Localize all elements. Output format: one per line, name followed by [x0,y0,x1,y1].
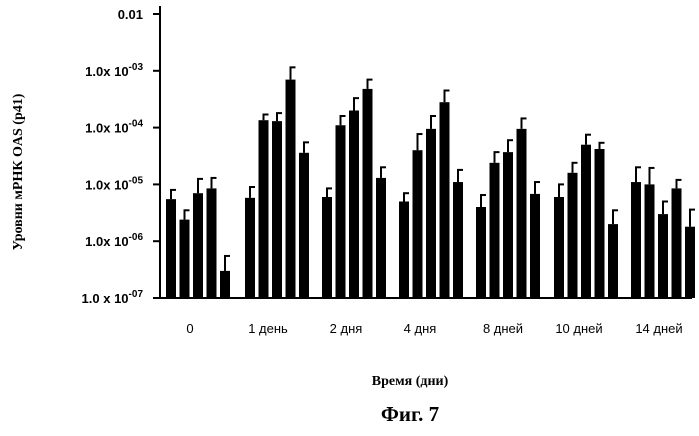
bar [581,144,591,298]
bar [193,193,203,298]
bar [489,162,500,298]
bar [179,219,190,298]
bar [426,128,436,298]
x-axis-label: Время (дни) [371,374,449,389]
bar [322,197,332,298]
bars [166,66,695,299]
bar [644,184,655,298]
bar [245,197,255,298]
category-label: 4 дня [404,321,437,336]
category-label: 14 дней [635,321,682,336]
y-tick-label: 1.0x 10-03 [85,62,143,79]
bar [166,199,176,298]
bar [258,120,269,298]
bar [530,193,540,298]
bar [335,125,346,298]
bar [685,226,695,298]
bar [608,224,618,298]
y-axis-label: Уровни мРНК OAS (p41) [11,93,26,250]
y-tick-label: 1.0x 10-06 [85,232,143,249]
bar [594,148,605,298]
y-tick-label: 0.01 [118,7,143,22]
y-tick-label: 1.0x 10-05 [85,175,143,192]
bar [503,152,513,298]
y-tick-label: 1.0 x 10-07 [82,289,144,306]
bar [567,172,578,298]
bar [399,201,409,298]
bar [476,207,486,298]
y-tick-label: 1.0x 10-04 [85,119,143,136]
bar [349,110,359,298]
bar [220,270,230,298]
bar [453,182,463,298]
category-labels: 0 1 день 2 дня 4 дня 8 дней 10 дней 14 дней [186,321,682,336]
bar [631,182,641,298]
bar [439,102,450,299]
bar [285,79,296,298]
bar [658,214,668,298]
bar [376,177,386,298]
axes [159,6,692,299]
category-label: 10 дней [555,321,602,336]
bar [671,188,682,298]
category-label: 0 [186,321,193,336]
category-label: 8 дней [483,321,523,336]
category-label: 1 день [248,321,288,336]
bar [554,197,564,298]
bar [516,128,527,298]
figure-caption: Фиг. 7 [380,402,440,426]
y-axis-ticks: 1.0 x 10-07 1.0x 10-06 1.0x 10-05 1.0x 10-0… [82,7,160,306]
bar [272,121,282,298]
bar [299,152,309,298]
bar [412,150,423,298]
bar [206,188,217,298]
bar [362,88,373,299]
category-label: 2 дня [330,321,363,336]
